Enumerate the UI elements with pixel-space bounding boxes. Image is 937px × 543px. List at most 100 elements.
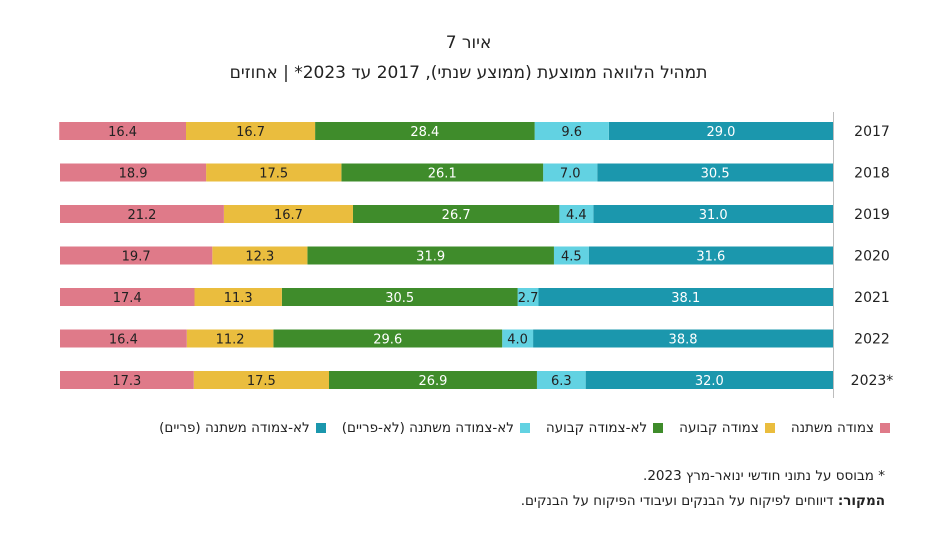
data-label: 16.4 xyxy=(109,333,138,348)
legend-item: צמודה משתנה xyxy=(791,420,890,436)
data-label: 17.3 xyxy=(112,374,141,389)
category-label: 2018 xyxy=(854,166,890,182)
bar-segment xyxy=(60,329,187,348)
source-label: המקור: xyxy=(837,493,885,509)
data-label: 12.3 xyxy=(245,250,274,265)
data-label: 6.3 xyxy=(551,374,572,389)
legend-item: לא-צמודה קבועה xyxy=(545,420,664,436)
data-label: 29.0 xyxy=(706,125,735,140)
source-note: המקור: דיווחים לפיקוח על הבנקים ועיבודי … xyxy=(521,493,885,509)
data-label: 17.5 xyxy=(247,374,276,389)
bar-segment xyxy=(534,122,609,140)
bar-segment xyxy=(329,371,537,389)
data-label: 16.7 xyxy=(274,208,303,223)
bar-segment xyxy=(193,371,330,389)
bar-segment xyxy=(307,246,554,265)
data-label: 16.4 xyxy=(108,125,137,140)
source-text: דיווחים לפיקוח על הבנקים ועיבודי הפיקוח … xyxy=(520,493,838,509)
bar-segment xyxy=(536,371,586,389)
bar-segment xyxy=(206,163,342,182)
bar-segment xyxy=(186,329,274,348)
footnote: * מבוסס על נתוני חודשי ינואר-מרץ 2023. xyxy=(643,468,885,484)
bar-segment xyxy=(60,205,224,223)
bar-segment xyxy=(533,329,833,348)
bar-segment xyxy=(502,329,534,348)
data-label: 2.7 xyxy=(518,291,539,306)
bar-segment xyxy=(593,205,833,223)
legend-item: לא-צמודה משתנה (לא-פריים) xyxy=(342,420,530,436)
bar-segment xyxy=(212,246,308,265)
bar-segment xyxy=(60,163,207,182)
category-label: 2023* xyxy=(851,373,894,389)
legend-label: צמודה קבועה xyxy=(679,420,759,436)
bar-segment xyxy=(585,371,833,389)
stacked-bar-chart: 2017 29.0 9.6 28.4 16.7 16.4 2018 30.5 7.0 26.1 17… xyxy=(59,112,894,398)
data-label: 19.7 xyxy=(122,250,151,265)
legend-item: צמודה קבועה xyxy=(679,420,775,436)
bar-segment xyxy=(597,163,833,182)
category-label: 2017 xyxy=(854,124,890,140)
data-label: 31.9 xyxy=(416,250,445,265)
data-label: 38.1 xyxy=(671,291,700,306)
data-label: 28.4 xyxy=(410,125,439,140)
legend-label: לא-צמודה משתנה (לא-פריים) xyxy=(341,420,514,436)
bar-segment xyxy=(60,246,213,265)
data-label: 30.5 xyxy=(385,291,414,306)
bar-segment xyxy=(341,163,544,182)
data-label: 26.1 xyxy=(428,167,457,182)
bar-segment xyxy=(553,246,589,265)
legend: צמודה משתנה צמודה קבועה לא-צמודה קבועה לא-צ… xyxy=(159,420,890,436)
legend-swatch xyxy=(880,423,890,433)
bar-segment xyxy=(559,205,594,223)
data-label: 30.5 xyxy=(701,167,730,182)
bar-segment xyxy=(59,122,186,140)
category-label: 2021 xyxy=(854,290,890,306)
data-label: 31.6 xyxy=(696,250,725,265)
chart-title: איור 7 xyxy=(445,33,492,53)
bar-segment xyxy=(352,205,560,223)
data-label: 16.7 xyxy=(236,125,265,140)
data-label: 26.7 xyxy=(442,208,471,223)
bar-segment xyxy=(588,246,833,265)
bar-segment xyxy=(538,288,833,306)
data-label: 17.4 xyxy=(113,291,142,306)
data-label: 31.0 xyxy=(699,208,728,223)
bar-segment xyxy=(543,163,598,182)
bar-segment xyxy=(273,329,503,348)
data-label: 4.4 xyxy=(566,208,587,223)
bar-segment xyxy=(608,122,833,140)
legend-label: לא-צמודה משתנה (פריים) xyxy=(159,420,310,436)
category-label: 2019 xyxy=(854,207,890,223)
data-label: 4.5 xyxy=(561,250,582,265)
bar-segment xyxy=(223,205,353,223)
category-label: 2020 xyxy=(854,249,890,265)
data-label: 18.9 xyxy=(119,167,148,182)
legend-swatch xyxy=(519,423,530,433)
data-label: 11.2 xyxy=(216,333,245,348)
data-label: 26.9 xyxy=(418,374,447,389)
data-label: 17.5 xyxy=(259,167,288,182)
data-label: 38.8 xyxy=(669,333,698,348)
legend-label: לא-צמודה קבועה xyxy=(545,420,648,436)
legend-swatch xyxy=(764,423,775,433)
data-label: 29.6 xyxy=(373,333,402,348)
data-label: 9.6 xyxy=(561,125,582,140)
bar-segment xyxy=(60,371,194,389)
bar-segment xyxy=(517,288,539,306)
data-label: 4.0 xyxy=(507,333,528,348)
chart-subtitle: תמהיל הלוואה ממוצעת (ממוצע שנתי), 2017 ע… xyxy=(229,63,708,83)
data-label: 11.3 xyxy=(224,291,253,306)
legend-item: לא-צמודה משתנה (פריים) xyxy=(159,420,326,436)
legend-swatch xyxy=(653,423,664,433)
category-label: 2022 xyxy=(854,332,890,348)
data-label: 7.0 xyxy=(560,167,581,182)
bar-segment xyxy=(315,122,535,140)
data-label: 21.2 xyxy=(127,208,156,223)
legend-label: צמודה משתנה xyxy=(790,420,874,436)
bar-segment xyxy=(194,288,282,306)
legend-swatch xyxy=(315,423,326,433)
bar-segment xyxy=(185,122,316,140)
bar-segment xyxy=(281,288,518,306)
data-label: 32.0 xyxy=(695,374,724,389)
bar-segment xyxy=(60,288,195,306)
